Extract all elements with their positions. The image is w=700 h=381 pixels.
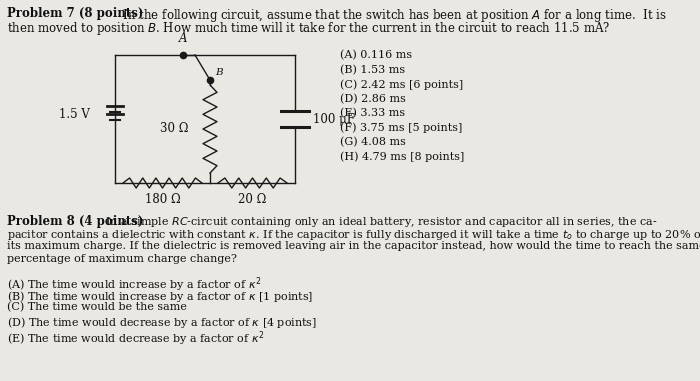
Text: In a simple $RC$-circuit containing only an ideal battery, resistor and capacito: In a simple $RC$-circuit containing only… bbox=[102, 215, 657, 229]
Text: (E) The time would decrease by a factor of $\kappa^2$: (E) The time would decrease by a factor … bbox=[7, 329, 265, 347]
Text: (A) The time would increase by a factor of $\kappa^2$: (A) The time would increase by a factor … bbox=[7, 275, 261, 294]
Text: In the following circuit, assume that the switch has been at position $A$ for a : In the following circuit, assume that th… bbox=[119, 7, 666, 24]
Text: (E) 3.33 ms: (E) 3.33 ms bbox=[340, 108, 405, 118]
Text: (C) 2.42 ms [6 points]: (C) 2.42 ms [6 points] bbox=[340, 79, 463, 90]
Text: (D) 2.86 ms: (D) 2.86 ms bbox=[340, 93, 406, 104]
Text: 20 Ω: 20 Ω bbox=[238, 193, 267, 206]
Text: (B) The time would increase by a factor of $\kappa$ [1 points]: (B) The time would increase by a factor … bbox=[7, 288, 314, 304]
Text: (G) 4.08 ms: (G) 4.08 ms bbox=[340, 137, 406, 147]
Text: 30 Ω: 30 Ω bbox=[160, 123, 188, 136]
Text: pacitor contains a dielectric with constant $\kappa$. If the capacitor is fully : pacitor contains a dielectric with const… bbox=[7, 228, 700, 242]
Text: then moved to position $B$. How much time will it take for the current in the ci: then moved to position $B$. How much tim… bbox=[7, 20, 610, 37]
Text: Problem 7 (8 points): Problem 7 (8 points) bbox=[7, 7, 143, 20]
Text: percentage of maximum charge change?: percentage of maximum charge change? bbox=[7, 254, 237, 264]
Text: its maximum charge. If the dielectric is removed leaving air in the capacitor in: its maximum charge. If the dielectric is… bbox=[7, 241, 700, 251]
Text: Problem 8 (4 points): Problem 8 (4 points) bbox=[7, 215, 143, 228]
Text: 1.5 V: 1.5 V bbox=[59, 107, 90, 120]
Text: (F) 3.75 ms [5 points]: (F) 3.75 ms [5 points] bbox=[340, 123, 463, 133]
Text: (A) 0.116 ms: (A) 0.116 ms bbox=[340, 50, 412, 60]
Text: A: A bbox=[178, 32, 188, 45]
Text: B: B bbox=[215, 68, 223, 77]
Text: (H) 4.79 ms [8 points]: (H) 4.79 ms [8 points] bbox=[340, 152, 464, 162]
Text: 100 μF: 100 μF bbox=[313, 112, 355, 125]
Text: (C) The time would be the same: (C) The time would be the same bbox=[7, 302, 187, 312]
Text: 180 Ω: 180 Ω bbox=[145, 193, 181, 206]
Text: (B) 1.53 ms: (B) 1.53 ms bbox=[340, 64, 405, 75]
Text: (D) The time would decrease by a factor of $\kappa$ [4 points]: (D) The time would decrease by a factor … bbox=[7, 315, 317, 330]
